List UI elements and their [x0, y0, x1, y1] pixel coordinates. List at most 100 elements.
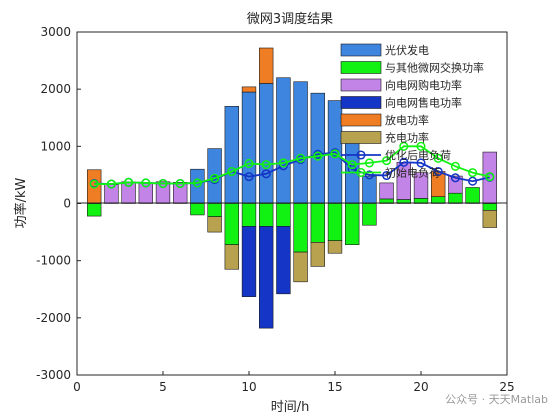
line-point-s7-x1	[89, 179, 99, 189]
bar-s1-x15	[327, 203, 343, 241]
bar-s0-x13	[293, 81, 308, 204]
legend: 光伏发电与其他微网交换功率向电网购电功率向电网售电功率放电功率充电功率优化后电负…	[340, 43, 484, 180]
x-tick-label: 0	[73, 380, 81, 394]
bar-s4-x11	[259, 47, 274, 84]
bar-s1-x8	[207, 203, 222, 217]
line-point-s7-x5	[158, 178, 168, 189]
line-point-s7-x22	[450, 161, 460, 171]
legend-label-4: 放电功率	[385, 113, 429, 127]
bar-s1-x9	[224, 203, 239, 245]
legend-label-6: 优化后电负荷	[385, 148, 451, 162]
line-point-s7-x19	[399, 141, 409, 151]
legend-swatch-0	[340, 43, 382, 57]
line-point-s7-x23	[468, 168, 478, 178]
bar-s1-x11	[259, 203, 274, 227]
bar-s1-x12	[276, 203, 291, 227]
bar-s1-x14	[310, 203, 325, 243]
x-tick-label: 20	[413, 380, 428, 394]
line-point-s7-x9	[227, 166, 237, 177]
legend-swatch-1	[340, 61, 382, 74]
watermark: 公众号 · 天天Matlab	[445, 393, 548, 406]
x-tick-label: 10	[241, 380, 256, 394]
line-point-s6-x20	[416, 158, 426, 168]
y-tick-label: 0	[63, 197, 71, 211]
bar-s0-x12	[276, 77, 291, 204]
line-point-s7-x2	[106, 179, 116, 189]
bar-s1-x24	[482, 203, 497, 211]
legend-label-1: 与其他微网交换功率	[385, 61, 484, 75]
legend-swatch-5	[340, 131, 382, 144]
line-point-s7-x6	[175, 178, 185, 189]
legend-marker-6	[356, 150, 366, 160]
line-point-s7-x16	[347, 160, 357, 170]
bars-layer	[87, 47, 497, 329]
line-point-s6-x12	[278, 161, 288, 171]
bar-s1-x1	[87, 203, 102, 217]
bar-s0-x11	[259, 83, 274, 204]
bar-s2-x20	[413, 172, 429, 199]
legend-label-3: 向电网售电功率	[385, 96, 462, 110]
y-tick-label: 3000	[40, 25, 71, 39]
legend-label-7: 初始电负荷	[385, 166, 440, 180]
bar-s5-x24	[482, 210, 497, 228]
bar-s1-x17	[362, 203, 377, 226]
line-point-s6-x22	[450, 173, 460, 183]
bar-s5-x9	[224, 244, 239, 270]
bar-s1-x21	[431, 196, 446, 204]
line-point-s6-x23	[468, 176, 478, 186]
bar-s0-x17	[362, 175, 377, 204]
line-point-s7-x12	[278, 158, 288, 168]
x-tick-label: 15	[327, 380, 342, 394]
line-point-s7-x17	[364, 158, 374, 168]
legend-swatch-2	[340, 78, 382, 92]
legend-swatch-4	[340, 113, 382, 127]
bar-s1-x10	[241, 203, 257, 227]
bar-s2-x18	[379, 182, 394, 200]
bar-s3-x11	[259, 226, 274, 329]
x-tick-label: 25	[499, 380, 514, 394]
bar-s1-x16	[345, 203, 360, 245]
line-point-s7-x14	[313, 151, 323, 161]
y-tick-label: 1000	[40, 139, 71, 153]
line-point-s7-x4	[141, 178, 151, 188]
chart-title: 微网3调度结果	[247, 11, 333, 27]
bar-s0-x9	[224, 106, 239, 204]
y-tick-label: -2000	[36, 311, 71, 325]
bar-s2-x5	[155, 181, 171, 204]
x-tick-label: 5	[159, 380, 167, 394]
line-point-s7-x15	[330, 149, 340, 159]
bar-s3-x12	[276, 226, 291, 295]
line-point-s7-x7	[192, 178, 202, 188]
bar-s5-x8	[207, 216, 222, 233]
x-axis-label: 时间/h	[271, 400, 310, 415]
y-tick-label: 2000	[40, 82, 71, 96]
bar-s5-x15	[327, 240, 343, 254]
line-point-s7-x11	[261, 160, 271, 170]
bar-s0-x10	[241, 91, 257, 204]
line-point-s7-x18	[382, 156, 392, 166]
line-point-s7-x10	[244, 158, 254, 169]
y-axis-label: 功率/kW	[13, 177, 29, 228]
bar-s5-x14	[310, 242, 325, 267]
y-tick-label: -1000	[36, 254, 71, 268]
legend-label-5: 充电功率	[385, 131, 429, 145]
line-point-s7-x3	[124, 177, 134, 187]
line-point-s7-x13	[296, 153, 306, 163]
line-point-s7-x24	[485, 172, 495, 182]
line-point-s7-x21	[433, 153, 443, 163]
legend-swatch-3	[340, 96, 382, 109]
bar-s1-x23	[465, 187, 480, 204]
bar-s1-x13	[293, 203, 308, 253]
line-point-s6-x10	[244, 172, 254, 182]
legend-label-0: 光伏发电	[385, 43, 429, 57]
bar-s3-x10	[241, 226, 257, 297]
lines-layer	[89, 141, 495, 189]
legend-label-2: 向电网购电功率	[385, 78, 462, 92]
bar-s1-x7	[190, 203, 205, 216]
bar-s4-x10	[241, 86, 257, 93]
bar-s0-x14	[310, 92, 325, 204]
bar-s5-x13	[293, 251, 308, 283]
line-point-s7-x20	[416, 141, 426, 151]
line-point-s6-x19	[399, 157, 409, 167]
